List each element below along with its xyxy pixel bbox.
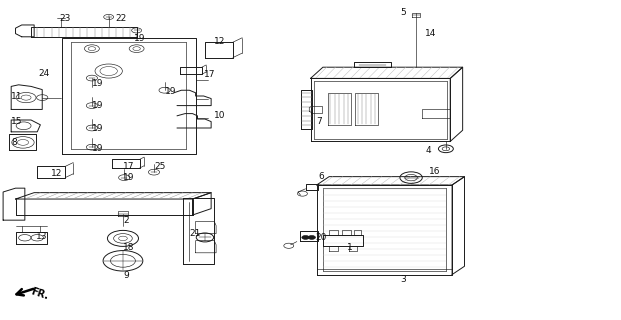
Text: 19: 19 [134, 34, 145, 43]
Circle shape [308, 236, 315, 239]
Text: 22: 22 [115, 14, 126, 23]
Text: 19: 19 [92, 144, 104, 153]
Text: 19: 19 [123, 173, 135, 182]
Text: 4: 4 [425, 146, 431, 155]
Text: 8: 8 [11, 138, 17, 147]
Text: 9: 9 [123, 271, 129, 280]
Text: 1: 1 [347, 243, 352, 252]
Text: FR.: FR. [30, 286, 50, 301]
Text: 20: 20 [315, 233, 327, 242]
Text: 11: 11 [11, 92, 23, 100]
Text: 25: 25 [154, 162, 165, 171]
Circle shape [302, 236, 309, 239]
Text: 12: 12 [51, 169, 62, 178]
Text: 5: 5 [401, 8, 406, 17]
Text: 10: 10 [214, 111, 226, 120]
Text: 19: 19 [92, 124, 104, 132]
Text: 19: 19 [92, 101, 104, 110]
Text: 3: 3 [401, 275, 406, 284]
Text: 17: 17 [123, 162, 135, 171]
Text: 6: 6 [318, 172, 324, 180]
Text: 21: 21 [189, 229, 201, 238]
Text: 14: 14 [425, 29, 437, 38]
Text: 16: 16 [428, 167, 440, 176]
Text: 19: 19 [165, 87, 176, 96]
Text: 19: 19 [92, 79, 104, 88]
Text: 15: 15 [11, 117, 23, 126]
Text: 13: 13 [36, 232, 48, 241]
Text: 24: 24 [39, 69, 50, 78]
Text: 2: 2 [123, 216, 129, 225]
Text: 12: 12 [214, 37, 225, 46]
Text: 18: 18 [123, 243, 135, 252]
Text: 17: 17 [204, 70, 215, 79]
Text: 23: 23 [59, 14, 70, 23]
Text: 7: 7 [317, 117, 322, 126]
